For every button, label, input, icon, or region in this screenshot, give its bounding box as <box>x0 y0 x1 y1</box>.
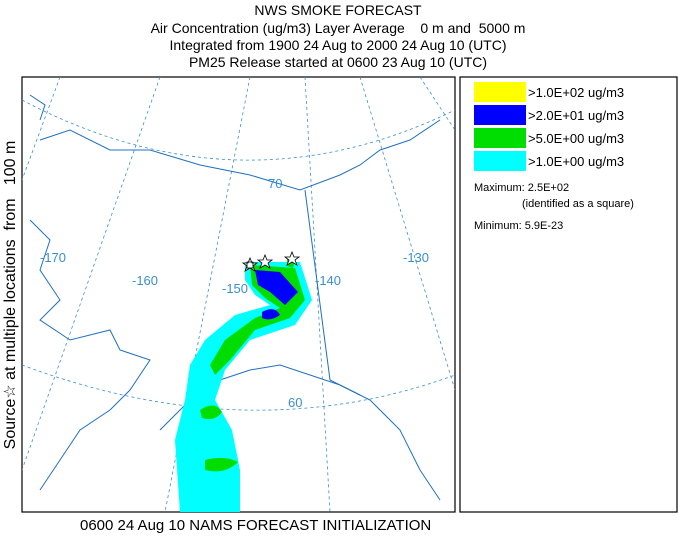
longitude-line <box>304 77 331 512</box>
map: 70 -170 -160 -150 -140 -130 60 <box>21 76 456 513</box>
legend-frame <box>459 76 678 513</box>
maximum-square <box>246 261 254 269</box>
coastline <box>29 219 151 491</box>
minimum: Minimum: 5.9E-23 <box>474 220 563 232</box>
maximum-note: (identified as a square) <box>522 198 634 210</box>
longitude-line <box>22 77 61 181</box>
maximum: Maximum: 2.5E+02 <box>474 182 569 194</box>
longitude-line <box>419 77 455 131</box>
graticule-label: 60 <box>288 395 302 410</box>
legend-swatch <box>474 151 526 171</box>
graticule-label: -140 <box>315 273 341 288</box>
legend-label: >5.0E+00 ug/m3 <box>528 131 624 146</box>
longitude-line <box>359 77 455 391</box>
longitude-line <box>164 77 251 512</box>
smoke-plume <box>175 258 312 512</box>
legend-label: >1.0E+00 ug/m3 <box>528 154 624 169</box>
smoke-area <box>205 457 238 472</box>
subtitle: Air Concentration (ug/m3) Layer Average … <box>151 20 526 36</box>
legend-swatch <box>474 128 526 148</box>
legend: Maximum: 2.5E+02 (identified as a square… <box>459 76 678 513</box>
footer: 0600 24 Aug 10 NAMS FORECAST INITIALIZAT… <box>80 517 431 534</box>
source-star <box>283 250 301 266</box>
legend-swatch <box>474 82 526 102</box>
legend-label: >1.0E+02 ug/m3 <box>528 85 624 100</box>
source-markers <box>241 250 301 272</box>
smoke-area <box>175 262 312 512</box>
title: NWS SMOKE FORECAST <box>254 2 422 18</box>
graticule-label: -150 <box>222 281 248 296</box>
graticule-label: -170 <box>40 250 66 265</box>
legend-swatch <box>474 105 526 125</box>
subtitle: PM25 Release started at 0600 23 Aug 10 (… <box>189 54 487 70</box>
legend-label: >2.0E+01 ug/m3 <box>528 108 624 123</box>
side-label: Source☆ at multiple locations from 100 m <box>2 141 19 450</box>
source-star <box>256 253 274 269</box>
graticule-label: -130 <box>403 250 429 265</box>
smoke-area <box>255 270 298 305</box>
smoke-area <box>262 309 280 320</box>
coastline <box>29 94 46 121</box>
smoke-area <box>200 405 222 420</box>
graticule-label: 70 <box>268 176 282 191</box>
coastline <box>39 119 441 191</box>
subtitle: Integrated from 1900 24 Aug to 2000 24 A… <box>170 37 507 53</box>
graticule-label: -160 <box>132 273 158 288</box>
